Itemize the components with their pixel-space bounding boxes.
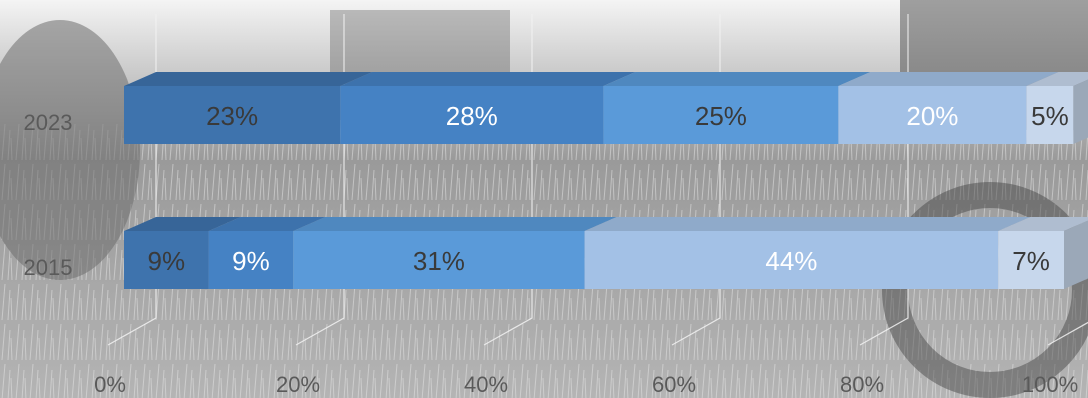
- bar-segment: 25%: [603, 72, 871, 144]
- bar-segment: 5%: [1026, 72, 1088, 144]
- bar-top-face: [124, 217, 241, 231]
- data-label: 28%: [446, 101, 498, 131]
- bar-segment: 44%: [584, 217, 1031, 289]
- data-label: 25%: [695, 101, 747, 131]
- x-tick-label: 40%: [464, 372, 508, 397]
- bar-side-face: [1064, 220, 1088, 289]
- bar-top-face: [584, 217, 1031, 231]
- bar-front-face: [124, 231, 209, 289]
- bar-top-face: [1026, 72, 1088, 86]
- data-label: 23%: [206, 101, 258, 131]
- bar-front-face: [603, 86, 839, 144]
- bar-top-face: [603, 72, 871, 86]
- data-label: 20%: [906, 101, 958, 131]
- bar-front-face: [584, 231, 999, 289]
- bar-segment: 20%: [838, 72, 1059, 144]
- data-label: 9%: [232, 246, 270, 276]
- bar-top-face: [208, 217, 326, 231]
- data-label: 7%: [1012, 246, 1050, 276]
- bar-top-face: [124, 72, 373, 86]
- bar-front-face: [293, 231, 585, 289]
- data-label: 31%: [413, 246, 465, 276]
- bar-front-face: [838, 86, 1027, 144]
- x-tick-label: 20%: [276, 372, 320, 397]
- bar-front-face: [124, 86, 341, 144]
- category-label: 2015: [24, 255, 73, 280]
- bar-side-face: [1073, 79, 1088, 144]
- bar-segment: 9%: [208, 217, 326, 289]
- x-tick-label: 0%: [94, 372, 126, 397]
- axis-labels: 0% 20% 40% 60% 80% 100% 2023 2015: [24, 110, 1079, 397]
- bar-top-face: [340, 72, 636, 86]
- bar-front-face: [208, 231, 294, 289]
- gridline-100: [1047, 321, 1088, 346]
- data-label: 9%: [148, 246, 186, 276]
- bar-segment: 23%: [124, 72, 373, 144]
- x-tick-label: 80%: [840, 372, 884, 397]
- bar-front-face: [998, 231, 1064, 289]
- bar-top-face: [293, 217, 617, 231]
- bar-front-face: [340, 86, 604, 144]
- x-tick-label: 100%: [1022, 372, 1078, 397]
- bar-front-face: [1026, 86, 1074, 144]
- category-label: 2023: [24, 110, 73, 135]
- bar-top-face: [998, 217, 1088, 231]
- bar-segment: 7%: [998, 217, 1088, 289]
- bar-segment: 9%: [124, 217, 241, 289]
- bar-segment: 31%: [293, 217, 617, 289]
- data-label: 44%: [765, 246, 817, 276]
- bars: 23% 28% 25% 20% 5% 9% 9% 31% 44% 7%: [124, 72, 1088, 289]
- bar-top-face: [838, 72, 1059, 86]
- x-tick-label: 60%: [652, 372, 696, 397]
- bar-segment: 28%: [340, 72, 636, 144]
- data-label: 5%: [1031, 101, 1069, 131]
